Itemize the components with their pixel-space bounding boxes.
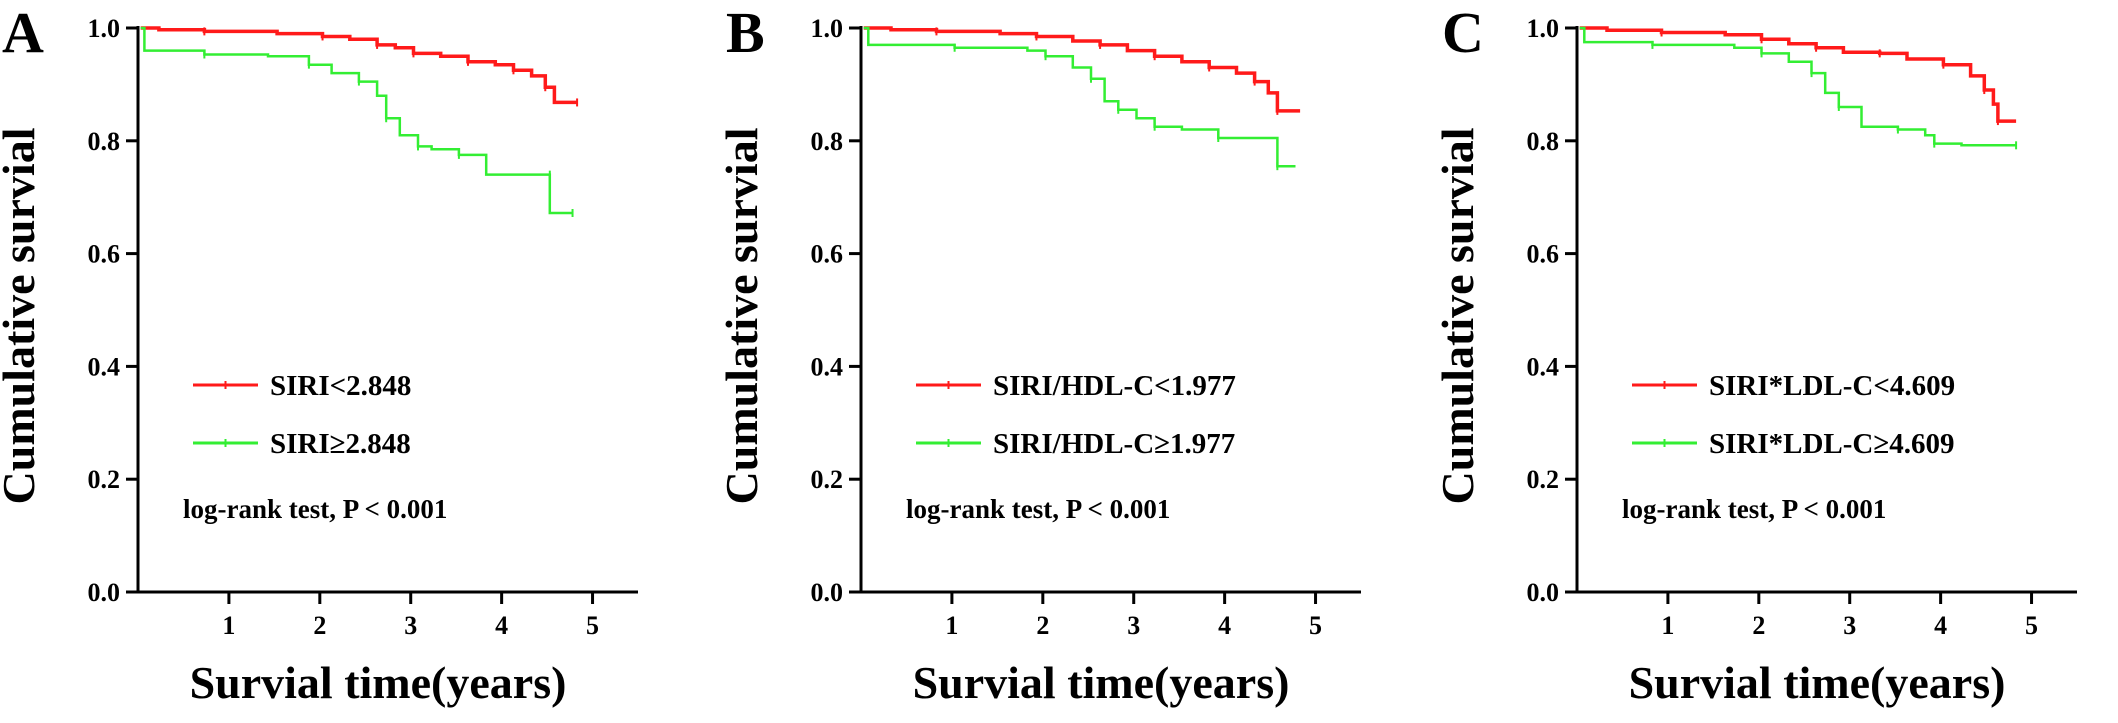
y-tick-label: 0.4: [1527, 352, 1560, 381]
x-tick-label: 2: [313, 611, 326, 640]
series-line-high: [1579, 26, 2017, 147]
y-tick-label: 0.8: [1527, 127, 1560, 156]
legend-label: SIRI*LDL-C≥4.609: [1709, 428, 1955, 460]
x-axis-title: Survial time(years): [190, 657, 567, 708]
y-tick-label: 0.6: [88, 240, 121, 269]
log-rank-annotation: log-rank test, P < 0.001: [183, 494, 447, 524]
y-tick-label: 0.8: [88, 127, 121, 156]
x-axis-title: Survial time(years): [1629, 657, 2006, 708]
x-tick-label: 4: [1218, 611, 1231, 640]
log-rank-annotation: log-rank test, P < 0.001: [1622, 494, 1886, 524]
y-tick-label: 0.4: [811, 352, 844, 381]
series-line-high: [863, 26, 1296, 168]
x-tick-label: 3: [404, 611, 417, 640]
y-tick-label: 0.6: [811, 240, 844, 269]
y-tick-label: 1.0: [811, 14, 844, 43]
x-tick-label: 4: [1934, 611, 1947, 640]
x-tick-label: 1: [1661, 611, 1674, 640]
panel-a: A 0.0 0.2 0.4 0.6 0.8 1.0 1 2 3 4 5 Survial time(yea…: [0, 0, 638, 708]
series-line-low: [863, 26, 1301, 113]
x-tick-label: 5: [586, 611, 599, 640]
y-tick-label: 1.0: [1527, 14, 1560, 43]
y-tick-label: 0.6: [1527, 240, 1560, 269]
series-line-low: [140, 26, 578, 105]
y-tick-label: 0.2: [88, 465, 121, 494]
y-tick-label: 0.4: [88, 352, 121, 381]
x-tick-label: 1: [222, 611, 235, 640]
x-tick-label: 3: [1843, 611, 1856, 640]
x-axis-title: Survial time(years): [913, 657, 1290, 708]
legend-label: SIRI≥2.848: [270, 428, 411, 460]
y-tick-label: 0.8: [811, 127, 844, 156]
series-line-low: [1579, 26, 2017, 123]
panel-b: B 0.0 0.2 0.4 0.6 0.8 1.0 1 2 3 4 5 Survial time(yea…: [716, 0, 1361, 708]
x-tick-label: 3: [1127, 611, 1140, 640]
y-tick-label: 0.0: [1527, 578, 1560, 607]
panel-c: C 0.0 0.2 0.4 0.6 0.8 1.0 1 2 3 4 5 Survial time(yea…: [1432, 0, 2077, 708]
x-tick-label: 4: [495, 611, 508, 640]
y-axis-title: Cumulative survial: [1432, 128, 1483, 505]
y-tick-label: 0.0: [811, 578, 844, 607]
panel-letter: C: [1442, 0, 1484, 65]
legend-label: SIRI<2.848: [270, 370, 411, 402]
y-tick-label: 0.0: [88, 578, 121, 607]
x-tick-label: 2: [1036, 611, 1049, 640]
panel-letter: A: [2, 0, 44, 65]
y-tick-label: 1.0: [88, 14, 121, 43]
x-tick-label: 5: [2025, 611, 2038, 640]
y-axis-title: Cumulative survial: [0, 128, 44, 505]
x-tick-label: 2: [1752, 611, 1765, 640]
y-axis-title: Cumulative survial: [716, 128, 767, 505]
legend-label: SIRI/HDL-C<1.977: [993, 370, 1236, 402]
log-rank-annotation: log-rank test, P < 0.001: [906, 494, 1170, 524]
panel-letter: B: [726, 0, 765, 65]
y-tick-label: 0.2: [811, 465, 844, 494]
legend-label: SIRI/HDL-C≥1.977: [993, 428, 1235, 460]
legend-label: SIRI*LDL-C<4.609: [1709, 370, 1955, 402]
x-tick-label: 1: [945, 611, 958, 640]
y-tick-label: 0.2: [1527, 465, 1560, 494]
x-tick-label: 5: [1309, 611, 1322, 640]
series-line-high: [140, 26, 573, 215]
